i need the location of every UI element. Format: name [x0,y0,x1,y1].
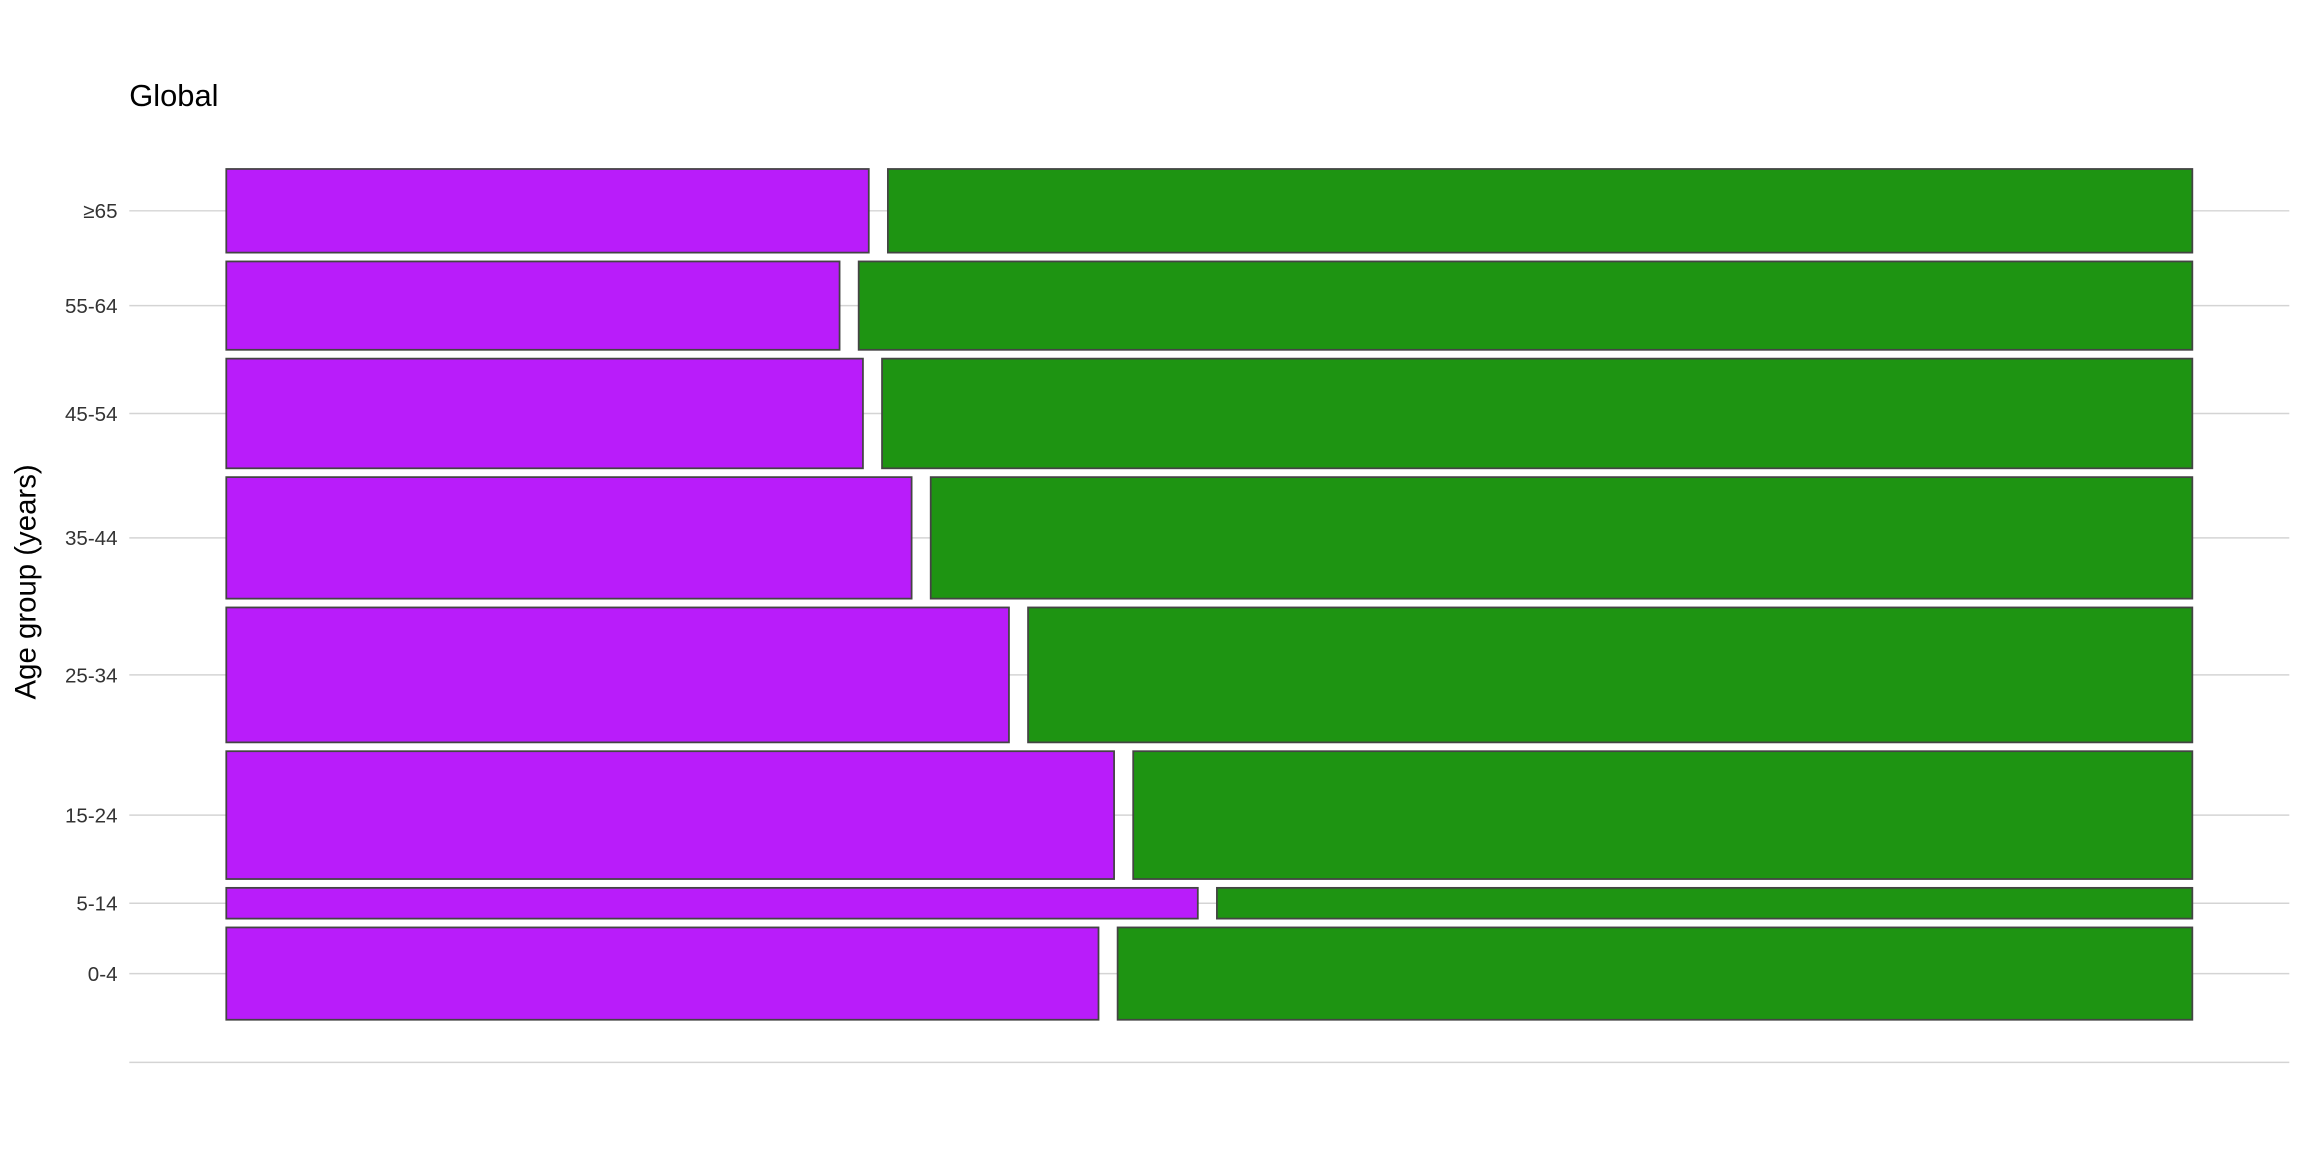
tile-≥65-series-1 [225,168,870,254]
tile-45-54-series-2 [881,357,2194,470]
chart-title: Global [129,78,218,113]
tile-5-14-series-1 [225,886,1199,920]
tile-25-34-series-1 [225,606,1010,744]
tile-5-14-series-2 [1216,886,2194,920]
tile-25-34-series-2 [1027,606,2194,744]
tile-35-44-series-1 [225,476,913,600]
y-axis-label: Age group (years) [9,464,42,699]
y-tick-label: ≥65 [83,200,117,223]
tile-45-54-series-1 [225,357,864,470]
tile-55-64-series-2 [857,260,2194,351]
y-tick-label: 45-54 [65,403,118,426]
tile-15-24-series-2 [1132,750,2194,880]
tile-55-64-series-1 [225,260,841,351]
tile-≥65-series-2 [886,168,2194,254]
tile-0-4-series-2 [1116,926,2194,1021]
y-tick-label: 35-44 [65,527,118,550]
y-tick-label: 0-4 [88,963,118,986]
tile-15-24-series-1 [225,750,1115,880]
tile-0-4-series-1 [225,926,1100,1021]
tile-35-44-series-2 [929,476,2194,600]
y-tick-label: 5-14 [76,893,117,916]
y-tick-label: 25-34 [65,664,118,687]
y-tick-labels: 0-4 5-14 15-24 25-34 35-44 45-54 55-64 ≥65 [65,200,118,986]
y-tick-label: 15-24 [65,804,118,827]
y-tick-label: 55-64 [65,295,118,318]
tiles [225,168,2194,1021]
